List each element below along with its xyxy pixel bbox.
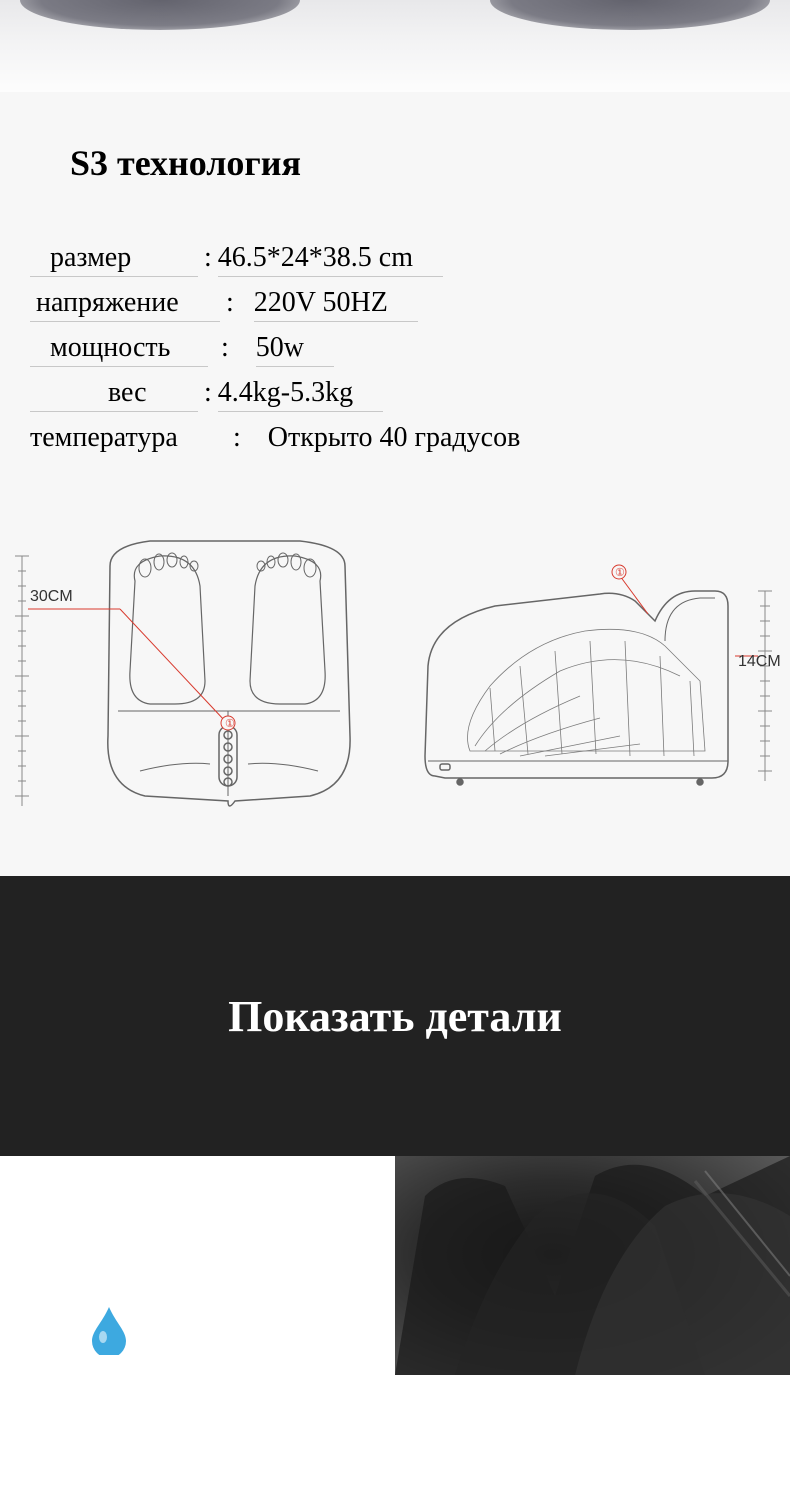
- water-droplet-icon: [90, 1305, 128, 1355]
- spec-title: S3 технология: [0, 142, 790, 184]
- callout-marker-1: ①: [225, 718, 235, 730]
- detail-left-panel: [0, 1156, 395, 1375]
- spec-rows: размер : 46.5*24*38.5 cm напряжение : 22…: [0, 242, 790, 456]
- spec-row-weight: вес : 4.4kg-5.3kg: [30, 377, 760, 412]
- device-side-view-icon: [425, 591, 728, 785]
- spec-value-weight: 4.4kg-5.3kg: [218, 377, 383, 412]
- spec-value-power: 50w: [256, 332, 334, 367]
- spec-label-size: размер: [30, 242, 198, 277]
- detail-photo-row: [0, 1156, 790, 1375]
- diagram-area: 30CM: [0, 506, 790, 876]
- spec-separator: :: [198, 377, 218, 409]
- spec-label-weight: вес: [30, 377, 198, 412]
- dimension-diagram: 30CM: [0, 506, 790, 876]
- diagram-dimension-30cm: 30CM: [30, 588, 73, 605]
- ruler-right-icon: [758, 591, 772, 781]
- spec-value-temperature: Открыто 40 градусов: [268, 422, 551, 456]
- details-heading: Показать детали: [228, 991, 562, 1042]
- spec-label-power: мощность: [30, 332, 208, 367]
- fabric-photo-icon: [395, 1156, 790, 1375]
- spec-value-voltage: 220V 50HZ: [254, 287, 418, 322]
- ruler-left-icon: [15, 556, 29, 806]
- specs-section: S3 технология размер : 46.5*24*38.5 cm н…: [0, 92, 790, 506]
- spec-separator: :: [198, 242, 218, 274]
- details-heading-band: Показать детали: [0, 876, 790, 1156]
- spec-separator: :: [220, 287, 254, 319]
- spec-separator: :: [220, 422, 268, 454]
- spec-label-temperature: температура: [30, 422, 220, 456]
- callout-marker-2: ①: [615, 567, 625, 579]
- spec-value-size: 46.5*24*38.5 cm: [218, 242, 443, 277]
- spec-row-power: мощность : 50w: [30, 332, 760, 367]
- callout-line-side: [612, 565, 758, 656]
- spec-row-temperature: температура : Открыто 40 градусов: [30, 422, 760, 456]
- spec-separator: :: [208, 332, 256, 364]
- diagram-dimension-14cm: 14CM: [738, 653, 781, 670]
- spec-row-voltage: напряжение : 220V 50HZ: [30, 287, 760, 322]
- device-top-view-icon: [108, 541, 350, 806]
- top-product-shadow-band: [0, 0, 790, 92]
- spec-label-voltage: напряжение: [30, 287, 220, 322]
- spec-row-size: размер : 46.5*24*38.5 cm: [30, 242, 760, 277]
- detail-right-photo: [395, 1156, 790, 1375]
